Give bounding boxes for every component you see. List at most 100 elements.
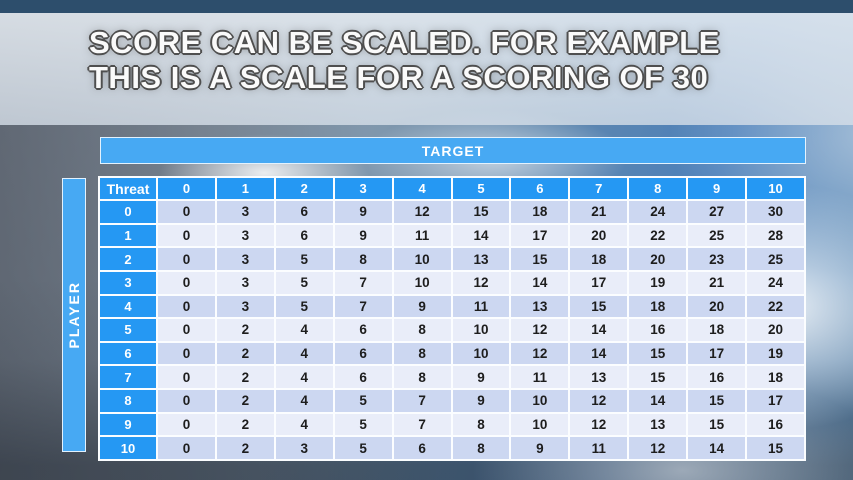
score-cell: 15 (629, 342, 689, 367)
score-cell: 5 (275, 295, 335, 320)
score-cell: 0 (158, 248, 217, 272)
score-cell: 10 (452, 342, 512, 367)
score-cell: 3 (216, 271, 276, 296)
score-cell: 15 (452, 201, 512, 225)
score-cell: 3 (216, 201, 276, 225)
score-cell: 24 (747, 271, 806, 296)
score-cell: 4 (275, 319, 335, 343)
score-cell: 25 (688, 224, 748, 249)
target-label: TARGET (421, 142, 485, 159)
score-cell: 5 (334, 413, 394, 438)
score-cell: 5 (334, 437, 394, 461)
score-cell: 8 (393, 366, 453, 390)
score-cell: 15 (511, 248, 571, 272)
table-row: 4 0 3 5 7 9 11 13 15 18 20 22 (98, 295, 806, 320)
table-row: 9 0 2 4 5 7 8 10 12 13 15 16 (98, 413, 806, 438)
table-row: 6 0 2 4 6 8 10 12 14 15 17 19 (98, 342, 806, 367)
score-cell: 2 (216, 413, 276, 438)
score-cell: 13 (570, 366, 630, 390)
score-cell: 14 (629, 390, 689, 414)
score-cell: 8 (452, 413, 512, 438)
score-cell: 9 (393, 295, 453, 320)
score-cell: 14 (688, 437, 748, 461)
target-column-header: 0 (158, 176, 217, 201)
score-cell: 4 (275, 342, 335, 367)
score-cell: 5 (275, 248, 335, 272)
target-column-header: 9 (688, 176, 748, 201)
player-row-header: 0 (98, 201, 158, 225)
score-cell: 0 (158, 201, 217, 225)
score-cell: 12 (511, 342, 571, 367)
score-cell: 0 (158, 319, 217, 343)
title-line-1: SCORE CAN BE SCALED. FOR EXAMPLE (89, 25, 720, 60)
score-cell: 0 (158, 295, 217, 320)
score-cell: 19 (747, 342, 806, 367)
score-cell: 17 (688, 342, 748, 367)
target-header-bar: TARGET (100, 137, 806, 164)
score-cell: 6 (334, 366, 394, 390)
table-row: 1 0 3 6 9 11 14 17 20 22 25 28 (98, 224, 806, 249)
score-cell: 17 (570, 271, 630, 296)
target-column-header: 8 (629, 176, 689, 201)
score-cell: 9 (334, 224, 394, 249)
score-cell: 22 (747, 295, 806, 320)
score-cell: 3 (275, 437, 335, 461)
score-cell: 11 (570, 437, 630, 461)
score-cell: 9 (452, 366, 512, 390)
score-cell: 6 (275, 201, 335, 225)
score-cell: 15 (688, 413, 748, 438)
score-cell: 7 (334, 271, 394, 296)
score-cell: 30 (747, 201, 806, 225)
score-cell: 16 (688, 366, 748, 390)
player-row-header: 6 (98, 342, 158, 367)
top-sky-band (0, 0, 853, 13)
score-cell: 8 (452, 437, 512, 461)
score-cell: 18 (570, 248, 630, 272)
title-line-2: THIS IS A SCALE FOR A SCORING OF 30 (89, 60, 709, 95)
player-row-header: 7 (98, 366, 158, 390)
score-cell: 3 (216, 295, 276, 320)
score-cell: 2 (216, 390, 276, 414)
score-cell: 22 (629, 224, 689, 249)
score-cell: 12 (452, 271, 512, 296)
score-cell: 15 (747, 437, 806, 461)
score-cell: 18 (747, 366, 806, 390)
score-cell: 0 (158, 366, 217, 390)
target-column-header: 3 (334, 176, 394, 201)
score-cell: 4 (275, 390, 335, 414)
score-cell: 21 (688, 271, 748, 296)
score-cell: 12 (393, 201, 453, 225)
score-cell: 15 (570, 295, 630, 320)
score-cell: 19 (629, 271, 689, 296)
target-column-header: 7 (570, 176, 630, 201)
score-cell: 20 (570, 224, 630, 249)
score-cell: 21 (570, 201, 630, 225)
score-cell: 8 (393, 319, 453, 343)
target-column-header: 2 (275, 176, 335, 201)
score-cell: 16 (747, 413, 806, 438)
score-cell: 11 (393, 224, 453, 249)
target-column-header: 5 (452, 176, 512, 201)
table-row: 0 0 3 6 9 12 15 18 21 24 27 30 (98, 201, 806, 225)
score-cell: 12 (511, 319, 571, 343)
score-cell: 10 (393, 248, 453, 272)
score-cell: 3 (216, 224, 276, 249)
player-row-header: 1 (98, 224, 158, 249)
score-cell: 12 (629, 437, 689, 461)
score-cell: 2 (216, 437, 276, 461)
score-cell: 8 (334, 248, 394, 272)
player-label: PLAYER (66, 281, 82, 349)
score-cell: 7 (393, 390, 453, 414)
score-cell: 0 (158, 342, 217, 367)
score-cell: 9 (511, 437, 571, 461)
player-row-header: 4 (98, 295, 158, 320)
score-cell: 17 (747, 390, 806, 414)
table-row: 7 0 2 4 6 8 9 11 13 15 16 18 (98, 366, 806, 390)
player-row-header: 9 (98, 413, 158, 438)
score-cell: 15 (688, 390, 748, 414)
score-cell: 16 (629, 319, 689, 343)
score-cell: 27 (688, 201, 748, 225)
player-header-bar: PLAYER (62, 178, 86, 452)
table-row: 3 0 3 5 7 10 12 14 17 19 21 24 (98, 271, 806, 296)
